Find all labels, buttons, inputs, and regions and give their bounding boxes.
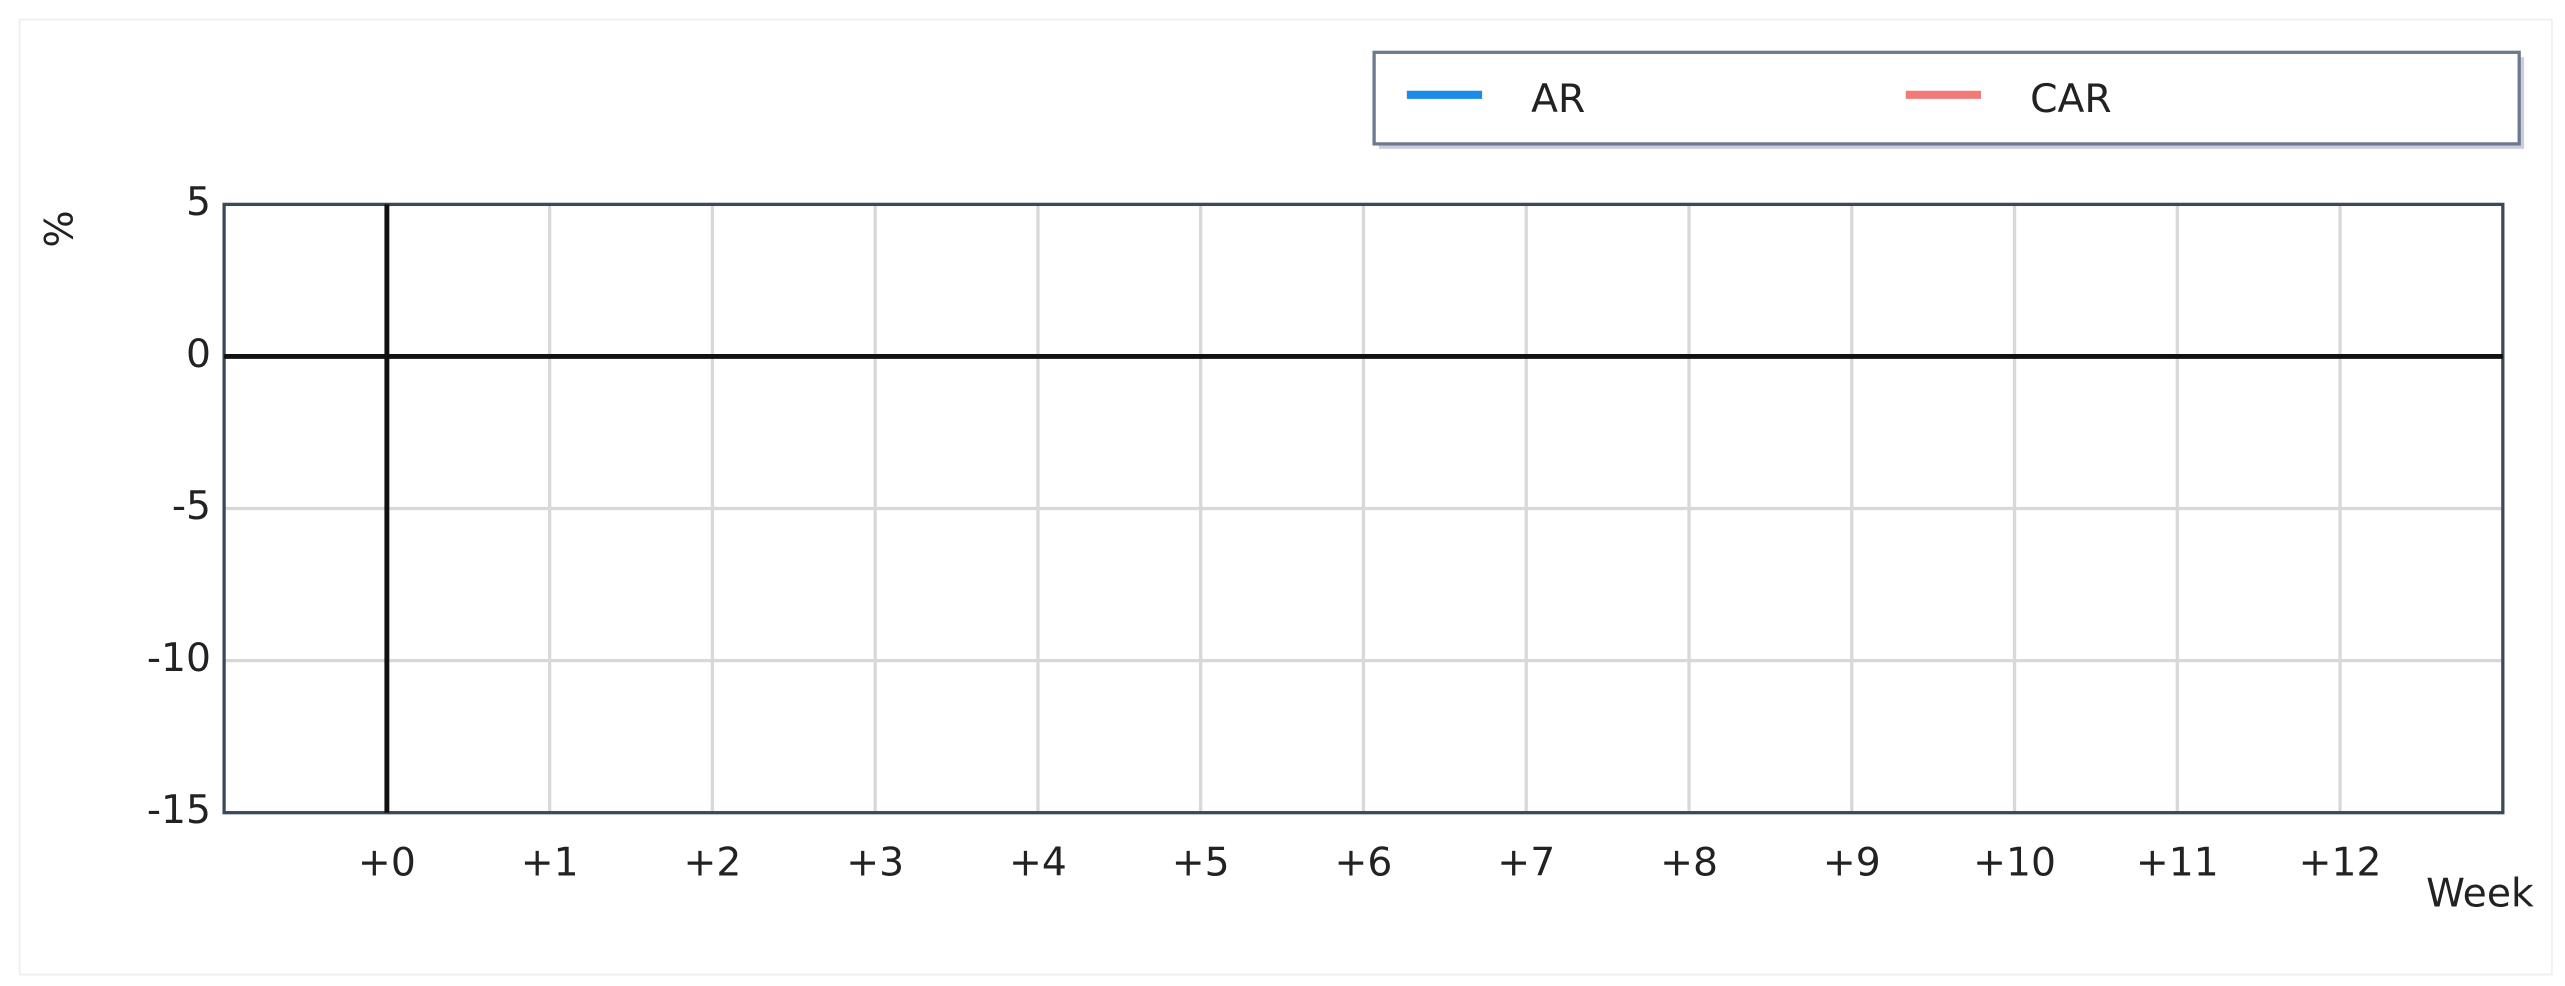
y-tick-label: 0 [186, 332, 211, 377]
x-tick-label: +3 [846, 841, 904, 886]
x-tick-label: +9 [1823, 841, 1881, 886]
x-tick-label: +8 [1660, 841, 1718, 886]
x-tick-label: +0 [358, 841, 416, 886]
x-tick-label: +1 [521, 841, 579, 886]
y-axis-label: % [38, 210, 83, 247]
legend-label: CAR [2030, 77, 2112, 122]
x-tick-label: +10 [1973, 841, 2056, 886]
y-tick-label: -10 [147, 636, 211, 681]
x-tick-label: +11 [2136, 841, 2219, 886]
x-axis-label: Week [2426, 872, 2534, 917]
panel [18, 18, 2553, 976]
x-tick-label: +7 [1497, 841, 1555, 886]
x-tick-label: +6 [1335, 841, 1393, 886]
y-tick-label: -15 [147, 788, 211, 833]
x-tick-label: +4 [1009, 841, 1067, 886]
plot-frame [222, 202, 2505, 815]
x-tick-label: +2 [683, 841, 741, 886]
legend-label: AR [1531, 77, 1585, 122]
x-tick-label: +12 [2299, 841, 2382, 886]
y-tick-label: 5 [186, 180, 211, 225]
y-tick-label: -5 [172, 484, 211, 529]
x-tick-label: +5 [1172, 841, 1230, 886]
